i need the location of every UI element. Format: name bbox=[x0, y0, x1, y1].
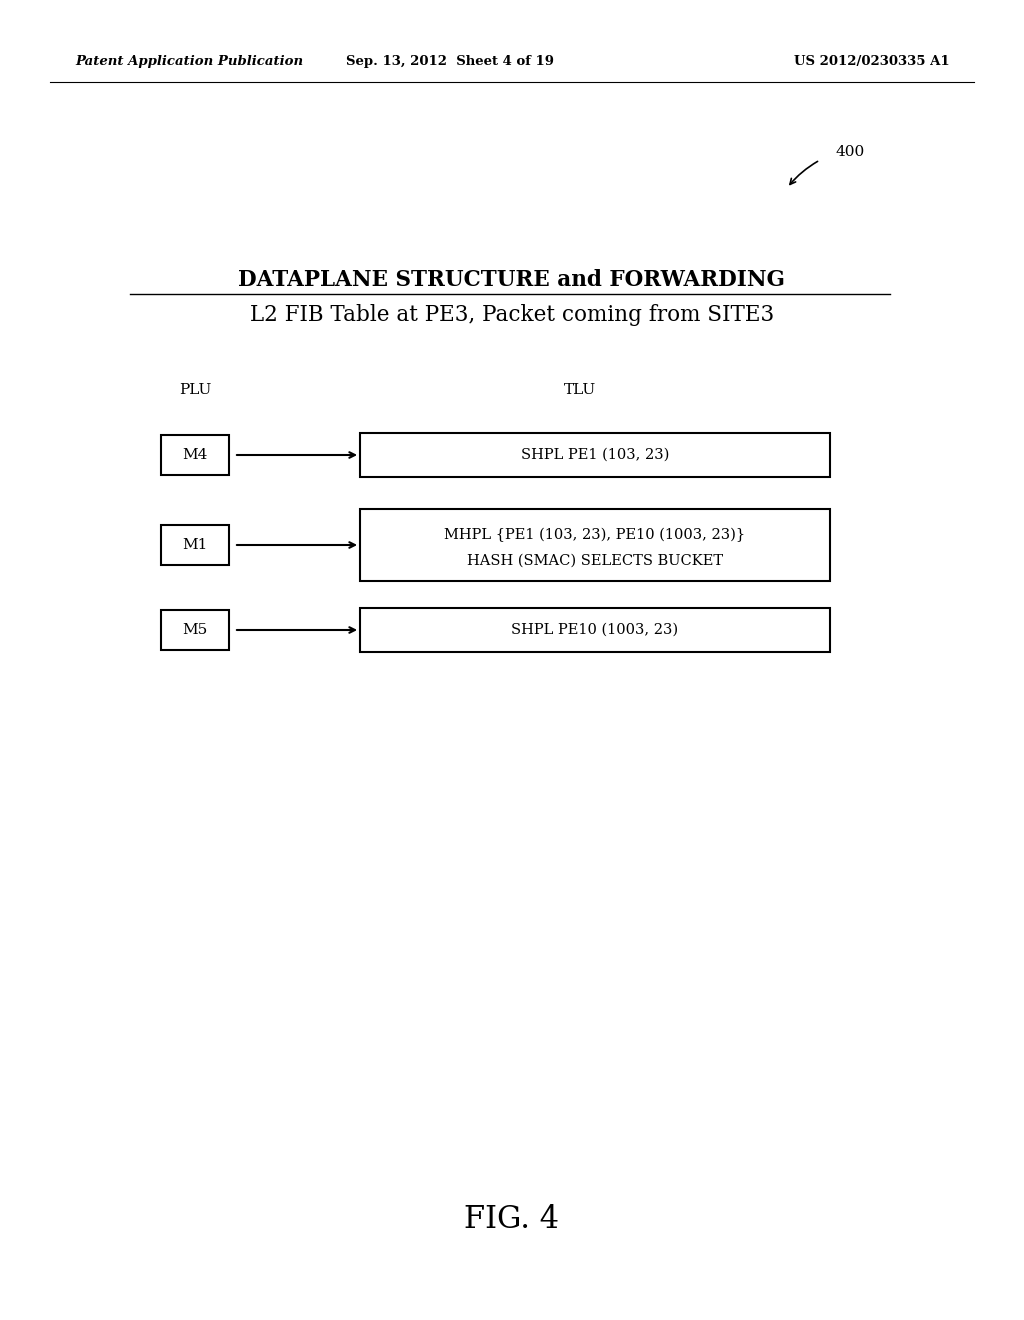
Text: PLU: PLU bbox=[179, 383, 211, 397]
Bar bbox=[360, 609, 830, 652]
Text: M1: M1 bbox=[182, 539, 208, 552]
Text: SHPL PE1 (103, 23): SHPL PE1 (103, 23) bbox=[521, 447, 670, 462]
Text: L2 FIB Table at PE3, Packet coming from SITE3: L2 FIB Table at PE3, Packet coming from … bbox=[250, 304, 774, 326]
Text: 400: 400 bbox=[835, 145, 864, 158]
Text: SHPL PE10 (1003, 23): SHPL PE10 (1003, 23) bbox=[511, 623, 679, 638]
Text: Sep. 13, 2012  Sheet 4 of 19: Sep. 13, 2012 Sheet 4 of 19 bbox=[346, 55, 554, 69]
Text: M4: M4 bbox=[182, 447, 208, 462]
Text: DATAPLANE STRUCTURE and FORWARDING: DATAPLANE STRUCTURE and FORWARDING bbox=[239, 269, 785, 290]
Text: FIG. 4: FIG. 4 bbox=[465, 1204, 559, 1236]
Bar bbox=[360, 510, 830, 581]
Text: MHPL {PE1 (103, 23), PE10 (1003, 23)}: MHPL {PE1 (103, 23), PE10 (1003, 23)} bbox=[444, 528, 745, 543]
Text: US 2012/0230335 A1: US 2012/0230335 A1 bbox=[795, 55, 950, 69]
Bar bbox=[360, 433, 830, 477]
Bar bbox=[161, 436, 229, 475]
Text: Patent Application Publication: Patent Application Publication bbox=[75, 55, 303, 69]
Bar bbox=[161, 610, 229, 649]
Text: M5: M5 bbox=[182, 623, 208, 638]
Bar bbox=[161, 525, 229, 565]
Text: HASH (SMAC) SELECTS BUCKET: HASH (SMAC) SELECTS BUCKET bbox=[467, 554, 723, 568]
Text: TLU: TLU bbox=[564, 383, 596, 397]
